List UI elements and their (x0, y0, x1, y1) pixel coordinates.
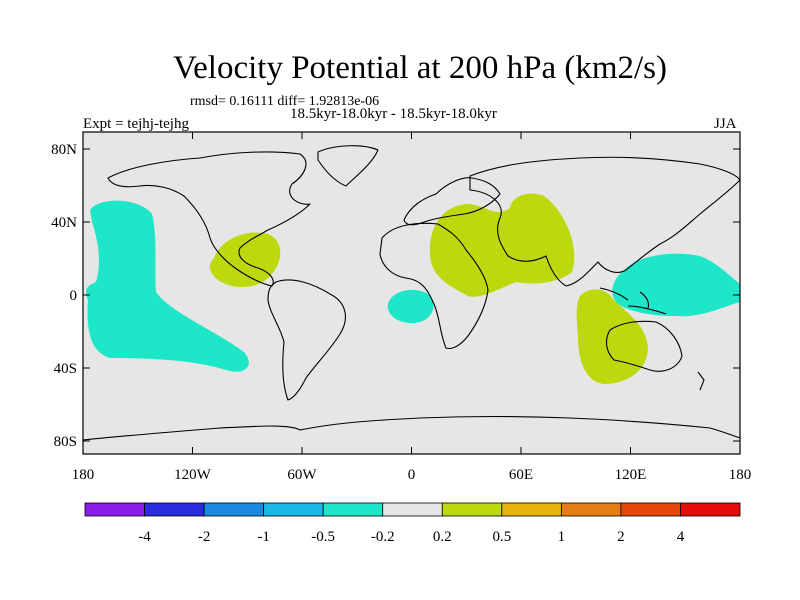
anomaly-atlantic-south-negative (387, 289, 434, 324)
colorbar-label: 4 (677, 529, 685, 545)
x-tick-label: 60W (287, 467, 317, 483)
comparison-text: 18.5kyr-18.0kyr - 18.5kyr-18.0kyr (290, 106, 497, 122)
colorbar-swatch (680, 502, 741, 517)
x-tick-label: 60E (509, 467, 533, 483)
coastline-new-zealand (697, 371, 705, 391)
colorbar-label: -0.2 (371, 529, 395, 545)
coastline-south-america (267, 279, 346, 401)
colorbar-swatch (322, 502, 384, 517)
colorbar-swatch (560, 502, 622, 517)
anomaly-caribbean-positive (209, 232, 281, 288)
y-tick-label: 40S (54, 361, 77, 377)
coastline-antarctica (82, 415, 741, 441)
season-label: JJA (714, 116, 737, 132)
map-title: Velocity Potential at 200 hPa (km2/s) (172, 50, 668, 86)
colorbar-swatch (84, 502, 145, 517)
colorbar-label: -2 (198, 529, 211, 545)
colorbar-label: 1 (558, 529, 566, 545)
coastline-greenland (317, 145, 379, 187)
colorbar-swatch (382, 502, 443, 517)
x-tick-label: 120E (615, 467, 647, 483)
coastlines (82, 145, 741, 441)
colorbar-labels: -4 -2 -1 -0.5 -0.2 0.2 0.5 1 2 4 (138, 529, 684, 545)
coastline-africa (379, 222, 489, 350)
x-axis (82, 132, 741, 454)
x-tick-label: 120W (174, 467, 212, 483)
colorbar-swatch (263, 502, 324, 517)
x-tick-label: 180 (72, 467, 95, 483)
y-axis-labels: 80N 40N 0 40S 80S (51, 142, 77, 450)
anomaly-west-pacific-negative (612, 253, 740, 317)
colorbar-label: -1 (257, 529, 270, 545)
colorbar-label: 0.5 (492, 529, 511, 545)
colorbar-swatch (501, 502, 562, 517)
x-axis-labels: 180 120W 60W 0 60E 120E 180 (72, 467, 752, 483)
coastline-southeast-asia-islands (599, 287, 667, 315)
anomaly-pacific-east-negative (86, 200, 249, 372)
colorbar-label: 2 (617, 529, 625, 545)
stats-text: rmsd= 0.16111 diff= 1.92813e-06 (190, 94, 380, 109)
colorbar-swatch (620, 502, 681, 517)
coastline-europe (403, 177, 501, 226)
experiment-label: Expt = tejhj-tejhg (83, 116, 189, 132)
y-tick-label: 80S (54, 434, 77, 450)
colorbar-swatch (144, 502, 205, 517)
colorbar-swatch (203, 502, 265, 517)
y-axis (83, 148, 740, 442)
anomaly-layer (86, 193, 740, 384)
x-tick-label: 0 (408, 467, 416, 483)
y-tick-label: 40N (51, 215, 77, 231)
colorbar-label: 0.2 (433, 529, 452, 545)
colorbar (84, 502, 741, 517)
colorbar-swatch (441, 502, 503, 517)
coastline-australia (605, 320, 683, 372)
anomaly-indian-ocean-positive (576, 289, 648, 384)
x-tick-label: 180 (729, 467, 752, 483)
colorbar-label: -0.5 (311, 529, 335, 545)
colorbar-label: -4 (138, 529, 151, 545)
coastline-north-america (107, 151, 311, 287)
y-tick-label: 80N (51, 142, 77, 158)
coastline-asia (469, 156, 741, 287)
y-tick-label: 0 (70, 288, 78, 304)
